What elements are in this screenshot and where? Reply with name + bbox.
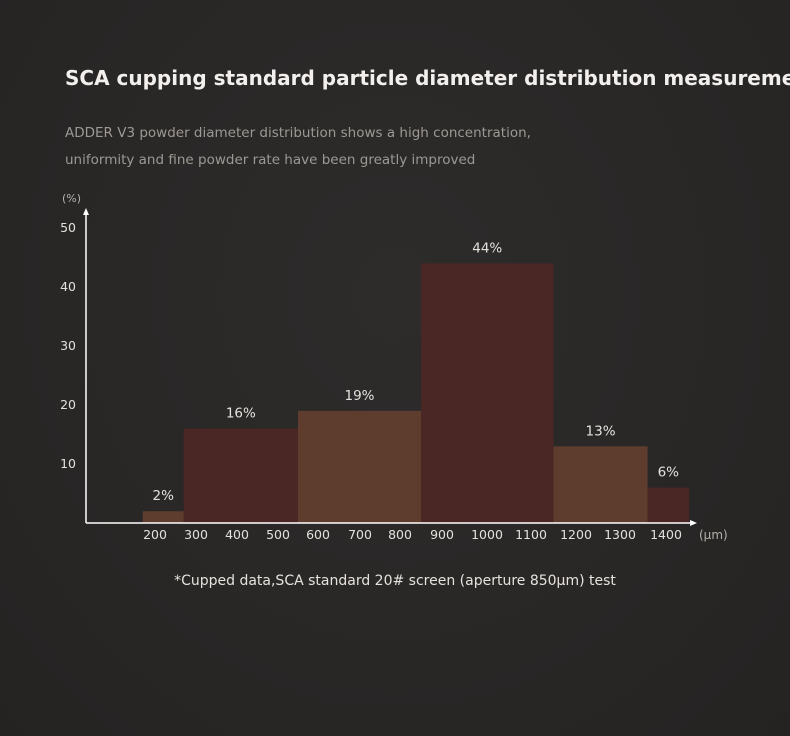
x-tick-label: 500 <box>266 527 290 542</box>
x-tick-label: 1200 <box>560 527 592 542</box>
bar-value-label: 13% <box>586 423 616 439</box>
x-axis-unit-label: (μm) <box>699 528 728 542</box>
x-tick-label: 200 <box>143 527 167 542</box>
subtitle-line-1: ADDER V3 powder diameter distribution sh… <box>65 125 531 141</box>
page-subtitle: ADDER V3 powder diameter distribution sh… <box>65 120 585 174</box>
x-tick-label: 1100 <box>515 527 547 542</box>
bar-value-label: 6% <box>658 465 680 481</box>
y-tick-label: 20 <box>60 397 76 412</box>
y-axis-arrow-icon <box>83 208 89 215</box>
x-tick-label: 1400 <box>650 527 682 542</box>
x-tick-label: 400 <box>225 527 249 542</box>
bar-value-label: 2% <box>152 488 174 504</box>
bar-value-label: 44% <box>472 240 502 256</box>
y-tick-label: 40 <box>60 279 76 294</box>
bar-2 <box>183 428 298 523</box>
x-tick-label: 1000 <box>471 527 503 542</box>
bar-6 <box>647 487 689 523</box>
bar-chart: 2% 16% 19% 44% 13% 6% (%) 10 20 30 40 50 200 300 400 50… <box>60 192 728 542</box>
bar-4 <box>421 263 554 523</box>
x-tick-label: 1300 <box>604 527 636 542</box>
bar-5 <box>553 446 648 523</box>
x-tick-label: 900 <box>430 527 454 542</box>
bar-value-label: 16% <box>226 406 256 422</box>
y-axis-unit-label: (%) <box>62 192 81 205</box>
x-tick-label: 300 <box>184 527 208 542</box>
x-tick-label: 800 <box>388 527 412 542</box>
bar-value-label: 19% <box>344 388 374 404</box>
x-axis-arrow-icon <box>690 520 697 526</box>
page-title: SCA cupping standard particle diameter d… <box>65 66 790 90</box>
y-tick-label: 30 <box>60 338 76 353</box>
bar-1 <box>142 511 184 523</box>
footnote: *Cupped data,SCA standard 20# screen (ap… <box>174 573 616 589</box>
bar-3 <box>298 410 421 523</box>
y-tick-label: 10 <box>60 456 76 471</box>
x-tick-label: 700 <box>348 527 372 542</box>
x-tick-label: 600 <box>306 527 330 542</box>
y-tick-label: 50 <box>60 220 76 235</box>
subtitle-line-2: uniformity and fine powder rate have bee… <box>65 152 476 168</box>
